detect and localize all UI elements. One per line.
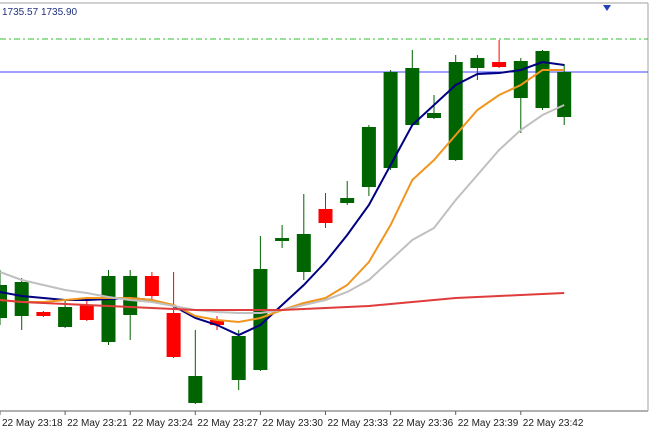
candle-body [188, 376, 203, 403]
x-tick-label: 22 May 23:21 [67, 418, 128, 429]
candle-body [144, 276, 159, 296]
candle-body [253, 269, 268, 370]
price-header: 1735.57 1735.90 [2, 7, 78, 18]
x-tick-label: 22 May 23:24 [132, 418, 193, 429]
candle-body [231, 336, 246, 380]
candle-body [296, 234, 311, 272]
x-tick-label: 22 May 23:33 [328, 418, 389, 429]
candle-body [340, 198, 355, 203]
candle-body [513, 61, 528, 98]
moving-average [0, 292, 565, 311]
candle-body [470, 58, 485, 68]
candle-body [58, 307, 73, 327]
x-tick-label: 22 May 23:18 [2, 418, 63, 429]
x-tick-label: 22 May 23:27 [197, 418, 258, 429]
candle-body [535, 51, 550, 108]
ask-price: 1735.90 [41, 7, 78, 18]
candle-body [383, 72, 398, 168]
candle-body [405, 68, 420, 125]
candle-body [36, 312, 51, 316]
candle-body [427, 113, 441, 118]
x-tick-label: 22 May 23:42 [523, 418, 584, 429]
candle-body [557, 72, 572, 117]
bid-price: 1735.57 [2, 7, 39, 18]
candle-body [275, 238, 290, 241]
x-tick-label: 22 May 23:30 [262, 418, 323, 429]
candle-body [101, 276, 116, 342]
candle-body [361, 127, 376, 187]
plot-area [0, 38, 648, 404]
moving-average [0, 69, 565, 324]
moving-average [0, 104, 565, 314]
candle-body [79, 305, 94, 320]
candle-body [123, 276, 138, 315]
x-tick-label: 22 May 23:39 [458, 418, 519, 429]
shift-marker [603, 5, 611, 11]
moving-average [0, 60, 565, 337]
candle-body [166, 313, 181, 357]
x-tick-label: 22 May 23:36 [393, 418, 454, 429]
candle-body [0, 285, 7, 318]
candle-body [14, 282, 29, 316]
candle-body [492, 62, 507, 67]
candle-body [448, 62, 463, 160]
candle-body [210, 320, 224, 325]
candle-body [318, 209, 333, 223]
